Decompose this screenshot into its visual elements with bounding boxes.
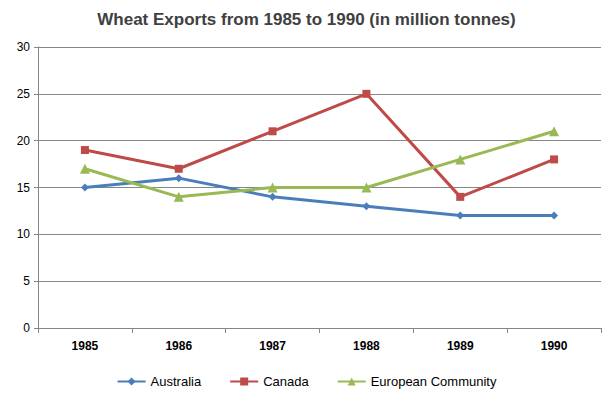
svg-text:10: 10 bbox=[17, 227, 31, 241]
svg-text:15: 15 bbox=[17, 181, 31, 195]
svg-text:1987: 1987 bbox=[259, 339, 286, 353]
svg-text:1985: 1985 bbox=[72, 339, 99, 353]
svg-text:0: 0 bbox=[23, 321, 30, 335]
svg-text:20: 20 bbox=[17, 134, 31, 148]
svg-text:1990: 1990 bbox=[541, 339, 568, 353]
svg-text:Wheat Exports from 1985 to 199: Wheat Exports from 1985 to 1990 (in mill… bbox=[97, 10, 515, 29]
svg-text:1989: 1989 bbox=[447, 339, 474, 353]
svg-text:Australia: Australia bbox=[151, 374, 202, 389]
svg-text:1986: 1986 bbox=[165, 339, 192, 353]
svg-text:Canada: Canada bbox=[263, 374, 309, 389]
svg-text:25: 25 bbox=[17, 87, 31, 101]
svg-text:30: 30 bbox=[17, 40, 31, 54]
svg-text:1988: 1988 bbox=[353, 339, 380, 353]
svg-text:European Community: European Community bbox=[371, 374, 497, 389]
svg-text:5: 5 bbox=[23, 274, 30, 288]
